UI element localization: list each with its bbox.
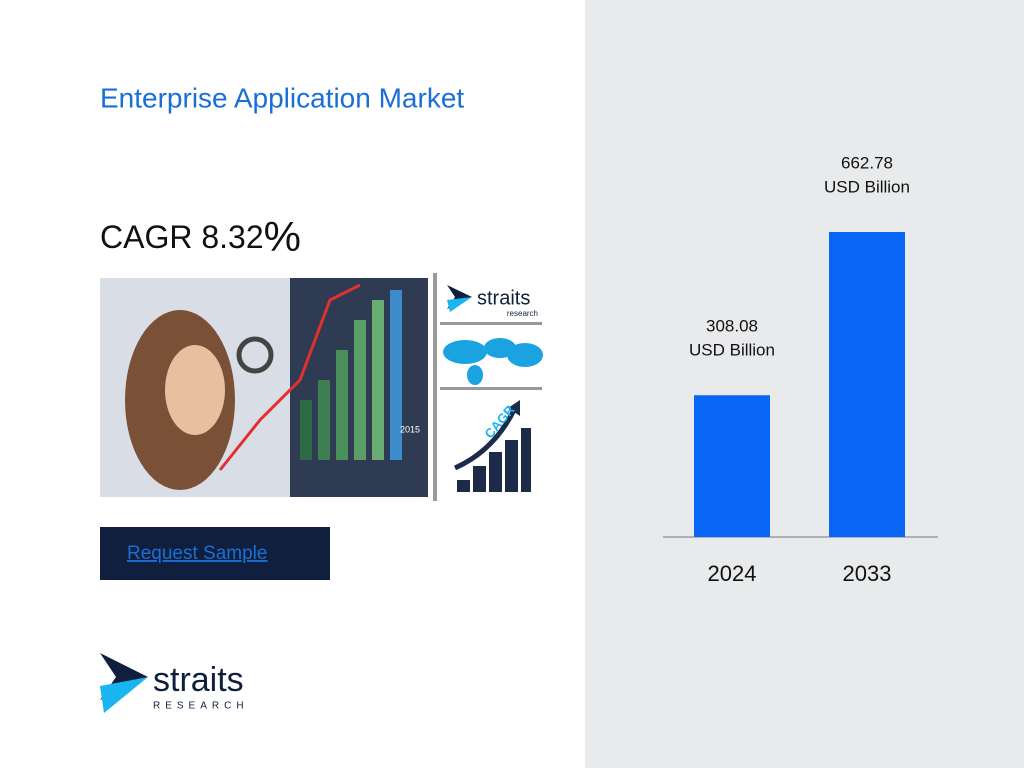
thumb-logo: straits research [447,285,538,318]
thumb-rule [440,322,542,325]
photo: 2015 [100,278,428,497]
x-tick-label: 2033 [843,561,892,586]
cagr-unit: % [264,213,301,260]
thumb-map [443,338,543,385]
right-panel [585,0,1024,768]
value-label: 308.08 [706,317,758,336]
value-label: 662.78 [841,153,893,172]
thumb-logo-name: straits [477,287,530,309]
x-tick-label: 2024 [708,561,757,586]
bar [829,232,905,537]
logo-tagline: RESEARCH [153,701,249,712]
value-unit: USD Billion [824,177,910,196]
divider [433,273,437,501]
cagr-label: CAGR [100,219,192,255]
logo-name: straits [153,661,244,699]
button-label[interactable]: Request Sample [127,543,267,564]
bar [694,395,770,537]
button-bg[interactable] [100,527,330,580]
thumb-rule [440,387,542,390]
value-unit: USD Billion [689,341,775,360]
cagr-value: 8.32 [201,219,263,255]
title: Enterprise Application Market [100,82,464,113]
thumb-logo-tagline: research [507,309,538,318]
photo-year: 2015 [400,424,420,434]
cagr: CAGR 8.32% [100,213,301,260]
logo: straits RESEARCH [100,653,249,713]
request-button[interactable]: Request Sample [100,527,330,580]
